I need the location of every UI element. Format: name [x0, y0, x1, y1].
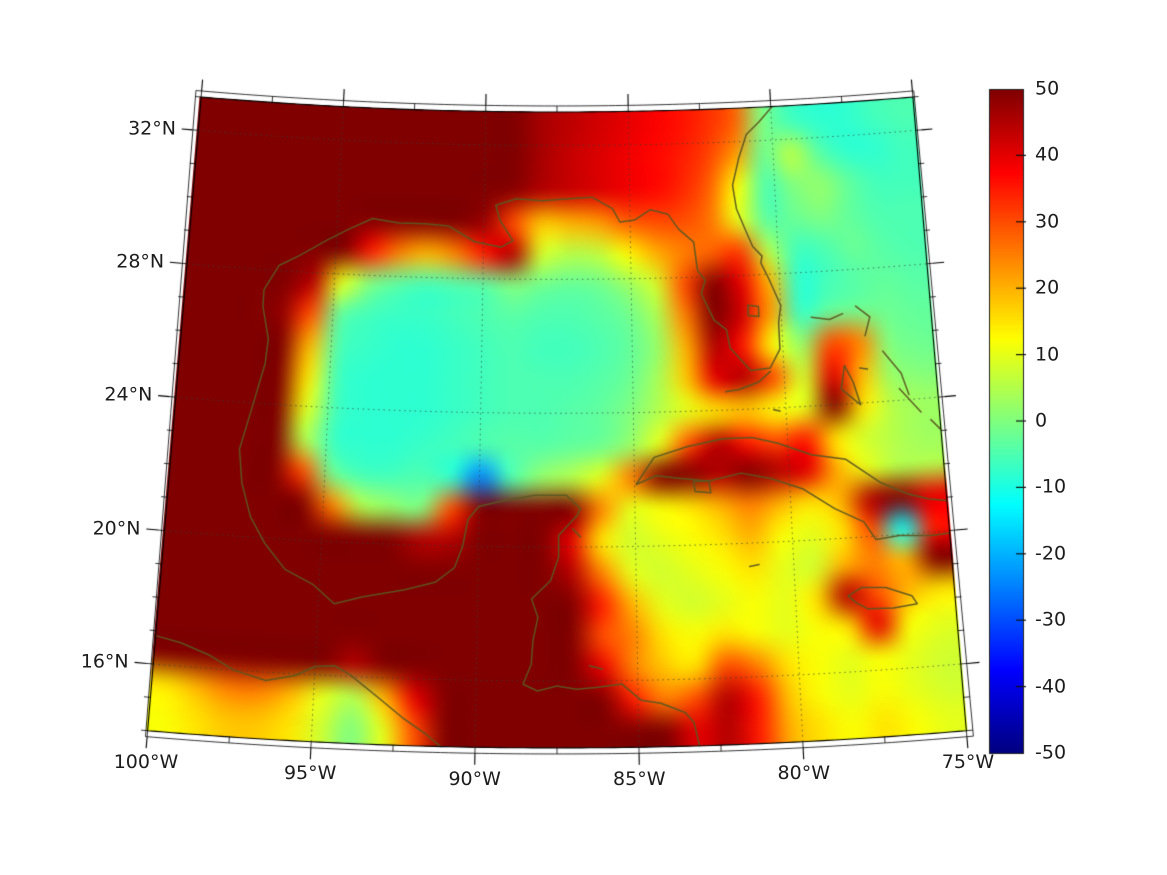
colorbar-tick-label: -50: [1035, 741, 1067, 764]
colorbar-tick-label: 10: [1035, 343, 1060, 366]
colorbar-tick-label: 50: [1035, 77, 1060, 100]
y-axis-tick-label: 20°N: [92, 517, 141, 540]
x-axis-tick-label: 95°W: [283, 761, 337, 784]
y-axis-tick-label: 16°N: [80, 650, 129, 673]
colorbar-tick-label: -20: [1035, 542, 1067, 565]
x-axis-tick-label: 90°W: [448, 767, 501, 790]
y-axis-tick-label: 24°N: [104, 383, 153, 406]
x-axis-tick-label: 85°W: [613, 767, 666, 790]
colorbar-tick-label: 40: [1035, 143, 1060, 166]
x-axis-tick-label: 80°W: [777, 761, 831, 784]
colorbar-tick-label: 0: [1035, 409, 1048, 432]
colorbar-tick-label: -10: [1035, 475, 1067, 498]
colorbar-tick-label: 30: [1035, 210, 1060, 233]
x-axis-tick-label: 100°W: [113, 750, 179, 773]
colorbar-tick-label: -30: [1035, 608, 1067, 631]
x-axis-tick-label: 75°W: [941, 750, 995, 773]
colorbar-tick-label: -40: [1035, 675, 1067, 698]
colorbar-tick-label: 20: [1035, 276, 1060, 299]
y-axis-tick-label: 28°N: [116, 250, 165, 273]
y-axis-tick-label: 32°N: [128, 117, 176, 140]
